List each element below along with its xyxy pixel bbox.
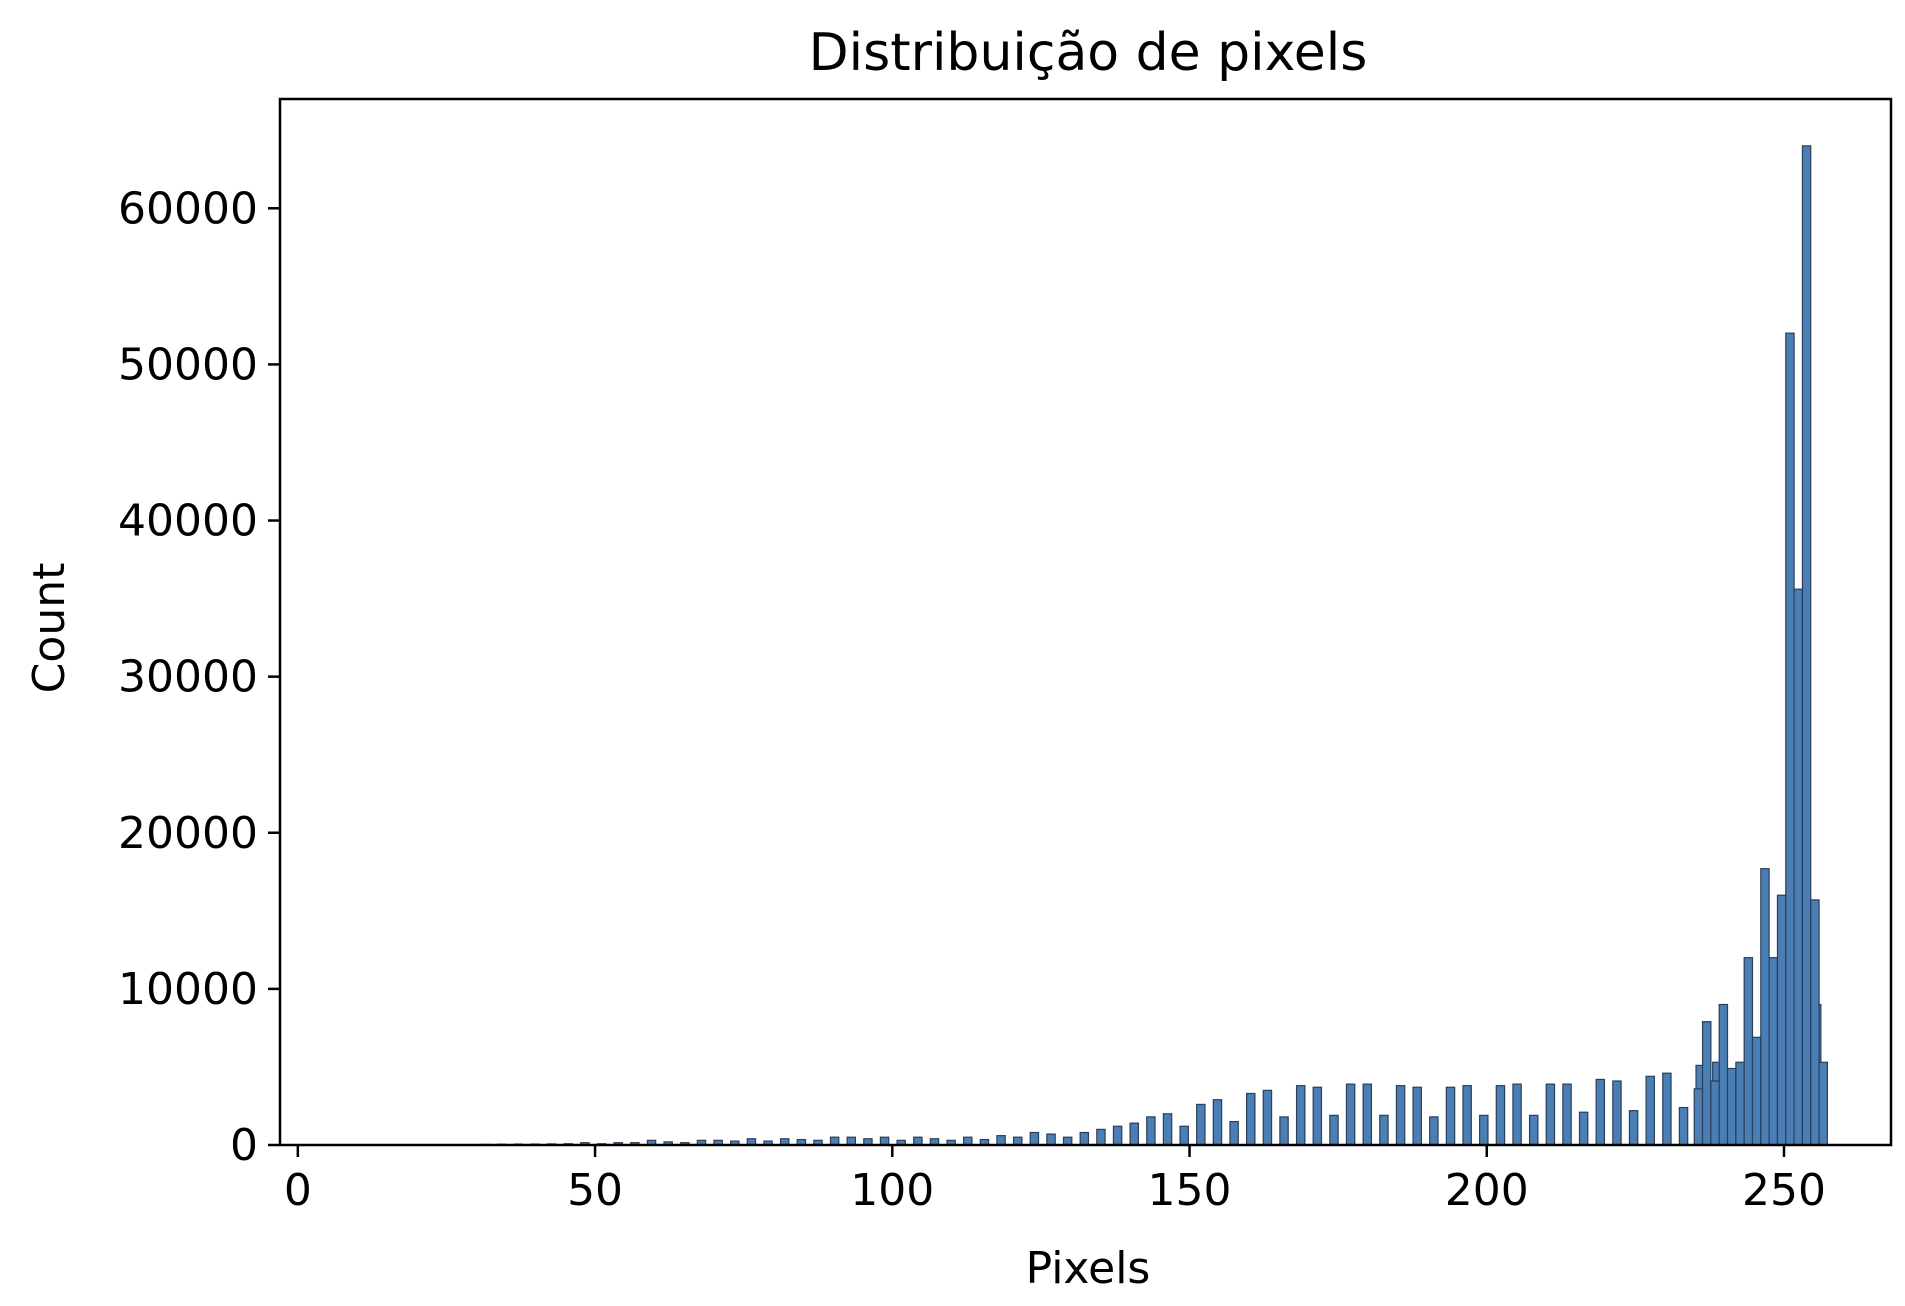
histogram-bar-38 <box>1112 1125 1123 1146</box>
x-tick-label-3: 150 <box>1148 1165 1232 1216</box>
histogram-bar-44 <box>1212 1099 1223 1146</box>
histogram-bar-55 <box>1395 1085 1406 1146</box>
histogram-peak-bar-15 <box>1818 1061 1828 1146</box>
histogram-bar-47 <box>1262 1089 1273 1146</box>
histogram-peak-bar-5 <box>1735 1061 1745 1146</box>
x-tick-label-0: 0 <box>284 1165 312 1216</box>
histogram-peak-bar-2 <box>1710 1080 1720 1146</box>
histogram-peak-bar-3 <box>1718 1003 1729 1146</box>
histogram-bar-68 <box>1612 1080 1622 1146</box>
histogram-bar-58 <box>1445 1086 1456 1146</box>
histogram-bar-69 <box>1628 1110 1639 1146</box>
y-tick-label-4: 40000 <box>118 496 258 547</box>
histogram-peak-bar-7 <box>1751 1036 1762 1146</box>
histogram-bar-43 <box>1196 1103 1206 1146</box>
x-tick-label-1: 50 <box>567 1165 623 1216</box>
y-tick-label-6: 60000 <box>118 183 258 234</box>
y-axis-label: Count <box>24 563 75 694</box>
y-axis: 0 10000 20000 30000 40000 50000 60000 <box>118 183 280 1171</box>
histogram-bar-72 <box>1678 1106 1689 1146</box>
histogram-peak-bar-0 <box>1693 1088 1704 1146</box>
bars-layer <box>480 145 1828 1146</box>
histogram-bar-41 <box>1162 1113 1173 1146</box>
x-axis-label: Pixels <box>1026 1243 1151 1294</box>
y-tick-label-3: 30000 <box>118 652 258 703</box>
histogram-peak-bar-8 <box>1760 868 1770 1146</box>
x-axis: 0 50 100 150 200 250 <box>284 1145 1826 1216</box>
histogram-bar-31 <box>996 1135 1006 1146</box>
histogram-bar-66 <box>1578 1111 1589 1146</box>
histogram-bar-53 <box>1362 1083 1373 1146</box>
x-tick-label-5: 250 <box>1742 1165 1826 1216</box>
histogram-bar-63 <box>1528 1114 1539 1146</box>
histogram-bar-61 <box>1495 1085 1506 1146</box>
histogram-peak-bar-1 <box>1701 1021 1712 1146</box>
x-tick-label-2: 100 <box>850 1165 934 1216</box>
histogram-bar-65 <box>1562 1083 1572 1146</box>
histogram-bar-46 <box>1245 1092 1256 1146</box>
histogram-peak-bar-4 <box>1726 1067 1737 1146</box>
histogram-bar-70 <box>1645 1075 1655 1146</box>
plot-frame <box>278 97 1893 1147</box>
y-tick-label-1: 10000 <box>118 964 258 1015</box>
histogram-bar-54 <box>1379 1114 1389 1146</box>
histogram-bar-51 <box>1329 1114 1339 1146</box>
histogram-bar-36 <box>1079 1131 1090 1146</box>
histogram-peak-bar-6 <box>1743 957 1754 1146</box>
histogram-bar-45 <box>1229 1120 1239 1146</box>
y-tick-label-5: 50000 <box>118 339 258 390</box>
histogram-bar-37 <box>1096 1128 1106 1146</box>
histogram-bar-34 <box>1046 1133 1056 1146</box>
histogram-bar-71 <box>1662 1072 1672 1146</box>
histogram-bar-50 <box>1312 1086 1323 1146</box>
histogram-peak-bar-10 <box>1776 894 1787 1146</box>
histogram-bar-52 <box>1345 1083 1356 1146</box>
histogram-bar-49 <box>1295 1085 1306 1146</box>
histogram-bar-42 <box>1179 1125 1189 1146</box>
y-tick-label-2: 20000 <box>118 808 258 859</box>
histogram-peak-bar-11 <box>1785 332 1795 1146</box>
histogram-bar-56 <box>1412 1086 1422 1146</box>
x-tick-label-4: 200 <box>1445 1165 1529 1216</box>
histogram-bar-33 <box>1029 1131 1040 1146</box>
chart-title: Distribuição de pixels <box>809 23 1368 83</box>
histogram-bar-60 <box>1479 1114 1489 1146</box>
histogram-bar-48 <box>1279 1116 1289 1146</box>
histogram-bar-62 <box>1512 1083 1522 1146</box>
histogram-peak-bar-13 <box>1801 145 1812 1146</box>
histogram-bar-64 <box>1545 1083 1556 1146</box>
histogram-bar-40 <box>1146 1116 1156 1146</box>
histogram-bar-39 <box>1129 1122 1139 1146</box>
y-tick-label-0: 0 <box>230 1120 258 1171</box>
histogram-peak-bar-12 <box>1793 588 1804 1146</box>
histogram-bar-59 <box>1462 1085 1472 1146</box>
histogram-peak-bar-14 <box>1810 899 1820 1146</box>
histogram-bar-67 <box>1595 1078 1606 1146</box>
histogram-bar-57 <box>1429 1116 1439 1146</box>
histogram-peak-bar-9 <box>1768 957 1779 1146</box>
